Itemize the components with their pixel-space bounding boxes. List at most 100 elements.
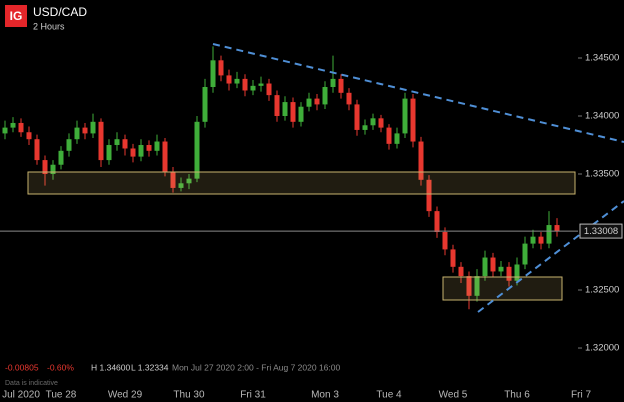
candle-body: [18, 122, 24, 133]
candle-body: [314, 98, 320, 105]
candle-body: [202, 87, 208, 122]
candle-body: [322, 87, 328, 105]
candle-body: [258, 83, 264, 86]
candle-body: [290, 102, 296, 122]
y-tick-label: 1.34000: [585, 111, 619, 122]
date-range: Mon Jul 27 2020 2:00 - Fri Aug 7 2020 16…: [172, 362, 341, 372]
candle-body: [242, 78, 248, 91]
support-zone: [442, 276, 563, 301]
candle-body: [514, 264, 520, 281]
x-tick-label: Fri 7: [571, 390, 591, 401]
disclaimer: Data is indicative: [5, 380, 58, 387]
candle-body: [458, 266, 464, 277]
logo: [5, 5, 27, 27]
candle-body: [538, 236, 544, 244]
candle-body: [522, 243, 528, 265]
candle-body: [506, 266, 512, 281]
candle-body: [426, 179, 432, 212]
candle-body: [266, 83, 272, 96]
candle-body: [282, 102, 288, 117]
candle-body: [546, 225, 552, 244]
candle-body: [442, 232, 448, 250]
candle-body: [58, 150, 64, 165]
x-tick-label: Wed 29: [108, 390, 143, 401]
candle-body: [210, 60, 216, 88]
candle-body: [450, 249, 456, 267]
candle-body: [434, 211, 440, 233]
x-tick-label: Tue 28: [46, 390, 77, 401]
candle-body: [42, 160, 48, 175]
candle-body: [106, 145, 112, 161]
last-price-label: 1.33008: [584, 226, 618, 237]
change-percent: -0.60%: [47, 362, 74, 372]
candle-body: [346, 92, 352, 105]
candle-body: [386, 127, 392, 144]
candle-body: [354, 104, 360, 130]
candle-body: [466, 276, 472, 296]
trend-line: [477, 200, 624, 313]
x-tick-label: Thu 30: [173, 390, 205, 401]
candle-body: [90, 121, 96, 134]
candle-body: [66, 139, 72, 151]
high: H 1.34600: [91, 362, 130, 372]
x-tick-label: Thu 6: [504, 390, 530, 401]
logo-text: IG: [10, 9, 23, 23]
x-tick-label: Tue 4: [376, 390, 402, 401]
chart-title: USD/CAD: [33, 5, 87, 19]
candle-body: [402, 98, 408, 134]
last-price-box: [579, 223, 623, 239]
y-tick-label: 1.33500: [585, 169, 619, 180]
plot-area: [2, 46, 582, 349]
candle-body: [194, 121, 200, 179]
candle-body: [378, 118, 384, 128]
candle-body: [298, 106, 304, 122]
candle-body: [10, 122, 16, 128]
candle-body: [138, 145, 144, 157]
candle-body: [306, 98, 312, 107]
candle-body: [330, 78, 336, 88]
trend-line: [212, 43, 624, 143]
candle-body: [234, 78, 240, 84]
candle-body: [122, 139, 128, 149]
candle-body: [98, 121, 104, 161]
y-tick-label: 1.34500: [585, 53, 619, 64]
low: L 1.32334: [131, 362, 169, 372]
candle-body: [162, 141, 168, 172]
candle-body: [178, 183, 184, 188]
candle-body: [394, 133, 400, 144]
x-tick-label: Jul 2020: [2, 390, 40, 401]
candle-body: [498, 266, 504, 272]
candle-body: [418, 141, 424, 180]
candle-body: [82, 127, 88, 134]
candle-body: [2, 127, 8, 134]
y-tick-label: 1.32000: [585, 343, 619, 354]
candle-body: [370, 118, 376, 126]
candle-body: [114, 139, 120, 146]
candle-body: [226, 75, 232, 84]
resistance-zone: [27, 171, 576, 195]
x-tick-label: Mon 3: [311, 390, 339, 401]
candle-body: [186, 178, 192, 184]
candle-body: [130, 148, 136, 157]
candle-body: [338, 78, 344, 93]
candle-body: [218, 60, 224, 76]
candle-body: [482, 257, 488, 277]
candle-body: [26, 132, 32, 140]
candle-body: [530, 236, 536, 244]
x-tick-label: Wed 5: [439, 390, 468, 401]
candle-body: [154, 141, 160, 151]
candle-body: [50, 164, 56, 175]
candle-body: [74, 127, 80, 140]
candle-body: [274, 95, 280, 117]
x-tick-label: Fri 31: [240, 390, 266, 401]
y-tick-label: 1.32500: [585, 285, 619, 296]
chart-subtitle: 2 Hours: [33, 21, 65, 31]
candle-body: [474, 276, 480, 296]
candle-body: [554, 225, 560, 232]
candle-body: [170, 171, 176, 188]
candle-body: [34, 139, 40, 161]
candle-body: [146, 145, 152, 151]
